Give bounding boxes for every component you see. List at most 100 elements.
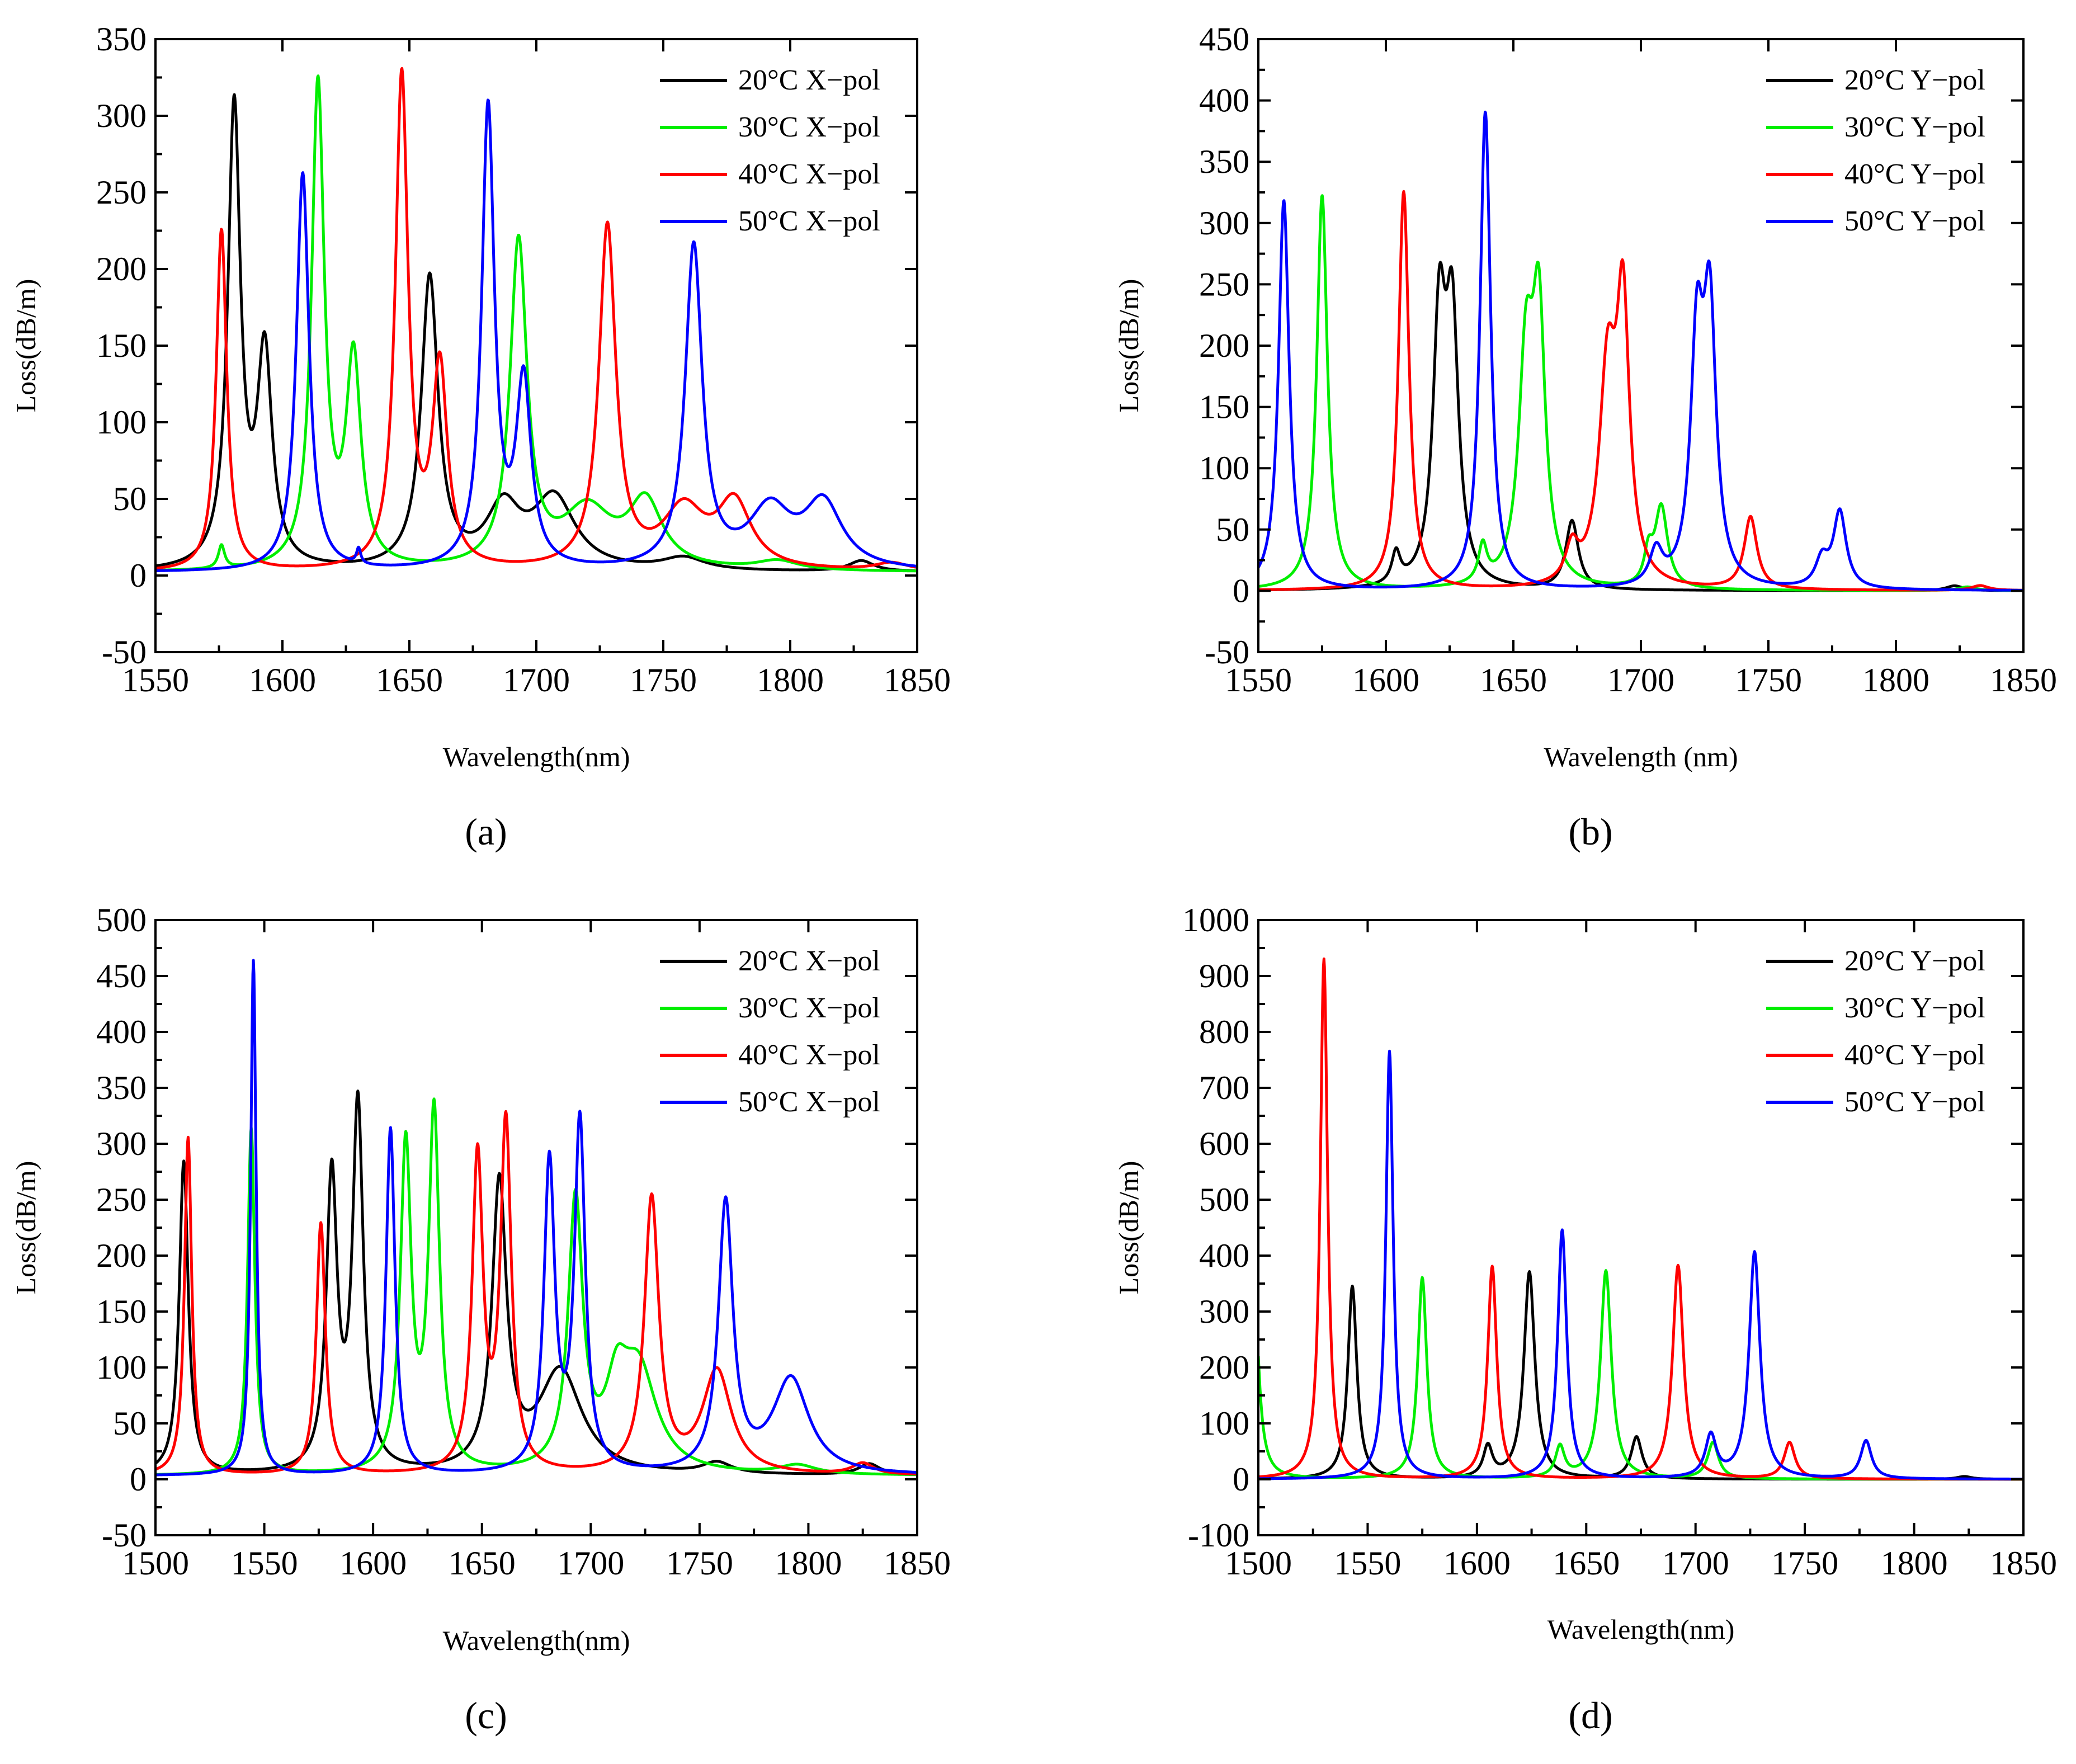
y-tick-label: 150 (96, 327, 147, 364)
y-tick-label: 450 (96, 958, 147, 994)
chart-panel-d: 1500 1550 1600 1650 1700 1750 1800 1850 -100 0 100… (1113, 902, 2057, 1737)
x-tick-label: 1750 (1735, 662, 1802, 699)
x-tick-label: 1750 (630, 662, 697, 699)
x-tick-label: 1850 (884, 662, 951, 699)
panel-label: (b) (1568, 810, 1612, 853)
legend-label: 20°C X−pol (738, 64, 880, 96)
y-tick-label: 450 (1199, 21, 1249, 58)
y-tick-label: 600 (1199, 1125, 1249, 1162)
y-tick-label: 1000 (1182, 902, 1249, 938)
legend-label: 30°C X−pol (738, 111, 880, 143)
y-axis-title: Loss(dB/m) (10, 279, 41, 413)
x-tick-label: 1800 (757, 662, 824, 699)
y-tick-label: 350 (96, 21, 147, 58)
series-line-c-0 (155, 1089, 917, 1476)
y-tick-label: 900 (1199, 958, 1249, 994)
y-tick-label: 400 (1199, 1237, 1249, 1274)
y-tick-label: 400 (96, 1013, 147, 1050)
x-axis-title: Wavelength (nm) (1544, 741, 1738, 772)
x-tick-label: 1550 (1225, 662, 1292, 699)
legend-label: 40°C Y−pol (1844, 158, 1985, 190)
series-line-a-2 (155, 67, 917, 570)
y-tick-label: 350 (1199, 143, 1249, 180)
x-tick-label: 1650 (1480, 662, 1547, 699)
series-line-d-3 (1258, 1049, 2023, 1480)
x-tick-label: 1700 (1662, 1545, 1729, 1582)
chart-panel-a: 1550 1600 1650 1700 1750 1800 1850 -50 0 50 100 150… (10, 21, 951, 853)
y-axis-title: Loss(dB/m) (10, 1161, 41, 1295)
y-tick-label: 300 (1199, 205, 1249, 242)
y-tick-label: 200 (96, 251, 147, 287)
legend-label: 20°C X−pol (738, 945, 880, 977)
y-tick-label: -100 (1188, 1517, 1249, 1554)
legend-label: 20°C Y−pol (1844, 945, 1985, 977)
y-tick-label: 0 (1233, 572, 1249, 609)
y-tick-label: 50 (113, 1405, 147, 1442)
y-tick-label: 300 (1199, 1293, 1249, 1330)
x-tick-label: 1600 (339, 1545, 407, 1582)
x-tick-label: 1700 (557, 1545, 624, 1582)
legend-label: 30°C X−pol (738, 992, 880, 1024)
y-tick-label: 500 (1199, 1181, 1249, 1218)
y-tick-label: 400 (1199, 82, 1249, 119)
x-axis-title: Wavelength(nm) (443, 1625, 630, 1656)
plot-area (1258, 110, 2023, 592)
y-tick-label: -50 (102, 634, 147, 671)
x-tick-label: 1650 (1553, 1545, 1620, 1582)
series-line-b-0 (1258, 261, 2023, 592)
legend-label: 50°C Y−pol (1844, 205, 1985, 237)
y-tick-label: 250 (96, 174, 147, 211)
series-line-c-2 (155, 1110, 917, 1476)
y-tick-label: 200 (1199, 327, 1249, 364)
legend-label: 50°C X−pol (738, 205, 880, 237)
x-tick-label: 1600 (1443, 1545, 1511, 1582)
y-tick-label: 0 (1233, 1461, 1249, 1498)
y-tick-label: 50 (113, 480, 147, 517)
y-tick-label: 100 (1199, 1405, 1249, 1442)
x-axis-title: Wavelength(nm) (1547, 1614, 1735, 1645)
y-tick-label: -50 (1205, 634, 1249, 671)
y-tick-label: 250 (96, 1181, 147, 1218)
x-tick-label: 1500 (122, 1545, 189, 1582)
x-tick-label: 1850 (884, 1545, 951, 1582)
legend-label: 20°C Y−pol (1844, 64, 1985, 96)
y-tick-label: 200 (96, 1237, 147, 1274)
series-line-d-2 (1258, 958, 2023, 1481)
panel-label: (d) (1568, 1694, 1612, 1737)
legend-label: 50°C Y−pol (1844, 1086, 1985, 1118)
plot-area (155, 67, 917, 573)
x-tick-label: 1800 (1881, 1545, 1948, 1582)
panel-label: (c) (465, 1694, 507, 1737)
plot-area (1258, 958, 2023, 1481)
series-line-b-2 (1258, 190, 2023, 592)
y-tick-label: 150 (1199, 389, 1249, 426)
x-tick-label: 1850 (1990, 1545, 2057, 1582)
y-tick-label: -50 (102, 1517, 147, 1554)
x-tick-label: 1600 (1352, 662, 1419, 699)
y-tick-label: 250 (1199, 266, 1249, 303)
y-axis-title: Loss(dB/m) (1113, 1161, 1144, 1295)
legend-label: 40°C X−pol (738, 1039, 880, 1071)
x-tick-label: 1550 (122, 662, 189, 699)
y-tick-label: 0 (130, 557, 147, 594)
legend-label: 30°C Y−pol (1844, 111, 1985, 143)
legend-label: 40°C Y−pol (1844, 1039, 1985, 1071)
y-tick-label: 500 (96, 902, 147, 938)
y-axis-title: Loss(dB/m) (1113, 279, 1144, 413)
y-tick-label: 700 (1199, 1069, 1249, 1106)
chart-panel-c: 1500 1550 1600 1650 1700 1750 1800 1850 -50 0 50 10… (10, 902, 951, 1737)
y-tick-label: 150 (96, 1293, 147, 1330)
y-tick-label: 0 (130, 1461, 147, 1498)
y-tick-label: 100 (96, 1349, 147, 1386)
x-tick-label: 1800 (1862, 662, 1929, 699)
y-tick-label: 300 (96, 1125, 147, 1162)
y-tick-label: 100 (96, 404, 147, 441)
x-tick-label: 1750 (1771, 1545, 1838, 1582)
x-tick-label: 1500 (1225, 1545, 1292, 1582)
x-tick-label: 1700 (503, 662, 570, 699)
y-tick-label: 800 (1199, 1013, 1249, 1050)
y-tick-label: 200 (1199, 1349, 1249, 1386)
plot-area (155, 959, 917, 1477)
series-line-c-1 (155, 1097, 917, 1477)
